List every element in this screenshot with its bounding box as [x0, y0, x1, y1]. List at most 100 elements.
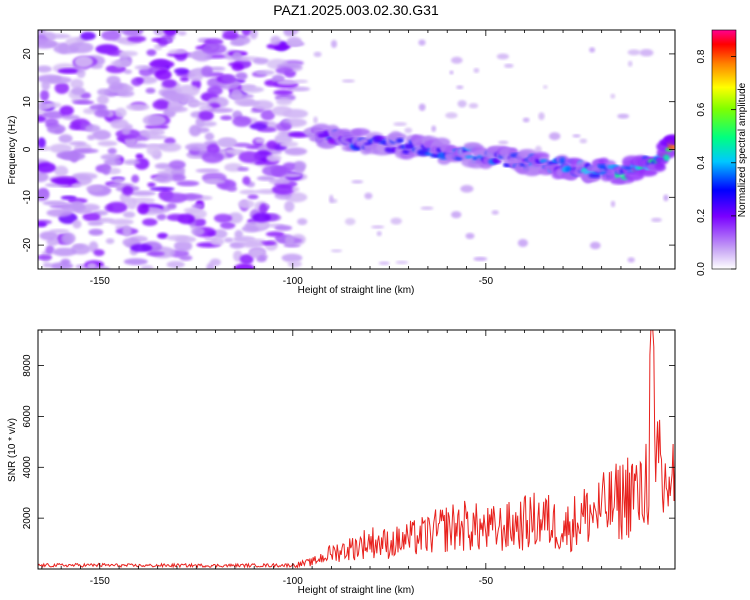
heatmap-cell [72, 219, 82, 229]
heatmap-cell [534, 145, 542, 154]
heatmap-cell [209, 258, 221, 267]
heatmap-cell [330, 249, 343, 253]
heatmap-cell [220, 115, 233, 121]
heatmap-cell [74, 55, 93, 68]
heatmap-cell [179, 255, 193, 261]
y-tick-label: 10 [22, 96, 33, 108]
colorbar-tick-label: 0.6 [696, 102, 707, 116]
heatmap-cell [228, 212, 243, 224]
heatmap-cell [54, 82, 70, 94]
snr-frame [37, 329, 676, 570]
heatmap-cell [72, 100, 95, 105]
heatmap-cell [390, 217, 402, 225]
heatmap-cell [572, 134, 581, 138]
heatmap-cell [127, 35, 147, 43]
heatmap-cell [38, 38, 58, 49]
heatmap-cell [589, 241, 601, 250]
heatmap-cell [420, 206, 434, 210]
heatmap-cell [58, 42, 69, 54]
heatmap-cell [134, 65, 151, 70]
heatmap-cell [173, 240, 193, 252]
heatmap-cell [174, 236, 197, 243]
heatmap-cell [376, 231, 382, 237]
heatmap-cell [146, 251, 165, 257]
heatmap-cell [232, 51, 243, 61]
heatmap-cell [266, 140, 278, 150]
heatmap-cell [431, 125, 437, 132]
x-tick-label: -100 [283, 276, 303, 287]
heatmap-cell [589, 47, 596, 53]
heatmap-cell [201, 43, 227, 55]
heatmap-cell [294, 79, 308, 84]
heatmap-cell [254, 137, 265, 143]
heatmap-cells [38, 30, 675, 269]
heatmap-cell [49, 143, 72, 154]
heatmap-cell [241, 30, 251, 37]
snr-series-line [38, 330, 675, 569]
heatmap-cell [610, 200, 616, 208]
heatmap-cell [163, 30, 177, 37]
heatmap-cell [240, 241, 264, 248]
heatmap-cell [238, 151, 260, 163]
heatmap-cell [237, 167, 250, 172]
heatmap-cell [38, 162, 56, 173]
heatmap-cell [239, 189, 259, 195]
heatmap-cell [123, 211, 136, 218]
y-tick-label: 8000 [22, 354, 33, 377]
heatmap-cell [256, 256, 267, 263]
heatmap-cell [106, 75, 121, 86]
heatmap-cell [38, 102, 52, 111]
heatmap-cell [627, 60, 633, 67]
heatmap-cell [233, 263, 255, 269]
heatmap-cell [192, 218, 206, 227]
heatmap-cell [168, 49, 188, 55]
heatmap-cell [284, 200, 295, 213]
heatmap-cell [170, 174, 186, 182]
heatmap-cell [279, 141, 299, 148]
snr-panel: -150 -100 -50 2000 4000 6000 8000 Height of st… [7, 329, 676, 596]
heatmap-cell [139, 130, 159, 137]
heatmap-cell [45, 33, 71, 39]
figure-title: PAZ1.2025.003.02.30.G31 [273, 2, 439, 18]
heatmap-cell [249, 122, 268, 130]
heatmap-cell [364, 192, 373, 200]
heatmap-cell [418, 103, 426, 112]
heatmap-cell [351, 128, 371, 137]
heatmap-cell [231, 62, 244, 72]
x-tick-label: -150 [90, 576, 110, 587]
heatmap-cell [283, 30, 299, 36]
colorbar-label: Normalized spectral amplitude [737, 82, 748, 217]
y-tick-label: -20 [22, 237, 33, 252]
heatmap-cell [54, 165, 69, 177]
heatmap-cell [151, 58, 169, 68]
heatmap-cell [59, 105, 74, 116]
heatmap-cell [198, 121, 217, 127]
heatmap-cell [275, 122, 292, 132]
heatmap-cell [97, 88, 110, 96]
heatmap-cell [270, 35, 281, 46]
heatmap-cell [445, 112, 458, 119]
heatmap-cell [44, 183, 70, 188]
heatmap-cell [168, 160, 186, 170]
heatmap-cell [176, 180, 200, 187]
heatmap-cell [449, 70, 454, 75]
heatmap-cell [82, 212, 101, 222]
heatmap-cell [113, 177, 124, 184]
heatmap-cell [275, 67, 293, 75]
heatmap-cell [62, 114, 80, 120]
heatmap-cell [137, 203, 150, 215]
heatmap-cell [297, 218, 308, 226]
heatmap-cell [201, 65, 214, 78]
heatmap-cell [89, 104, 107, 111]
heatmap-cell [208, 66, 226, 72]
heatmap-cell [271, 184, 296, 195]
heatmap-cell [639, 49, 654, 57]
heatmap-cell [281, 253, 303, 263]
heatmap-cell [124, 124, 133, 130]
heatmap-cell [46, 76, 72, 84]
heatmap-cell [460, 185, 474, 193]
heatmap-cell [38, 221, 48, 228]
heatmap-cell [73, 148, 99, 154]
heatmap-cell [238, 199, 255, 209]
